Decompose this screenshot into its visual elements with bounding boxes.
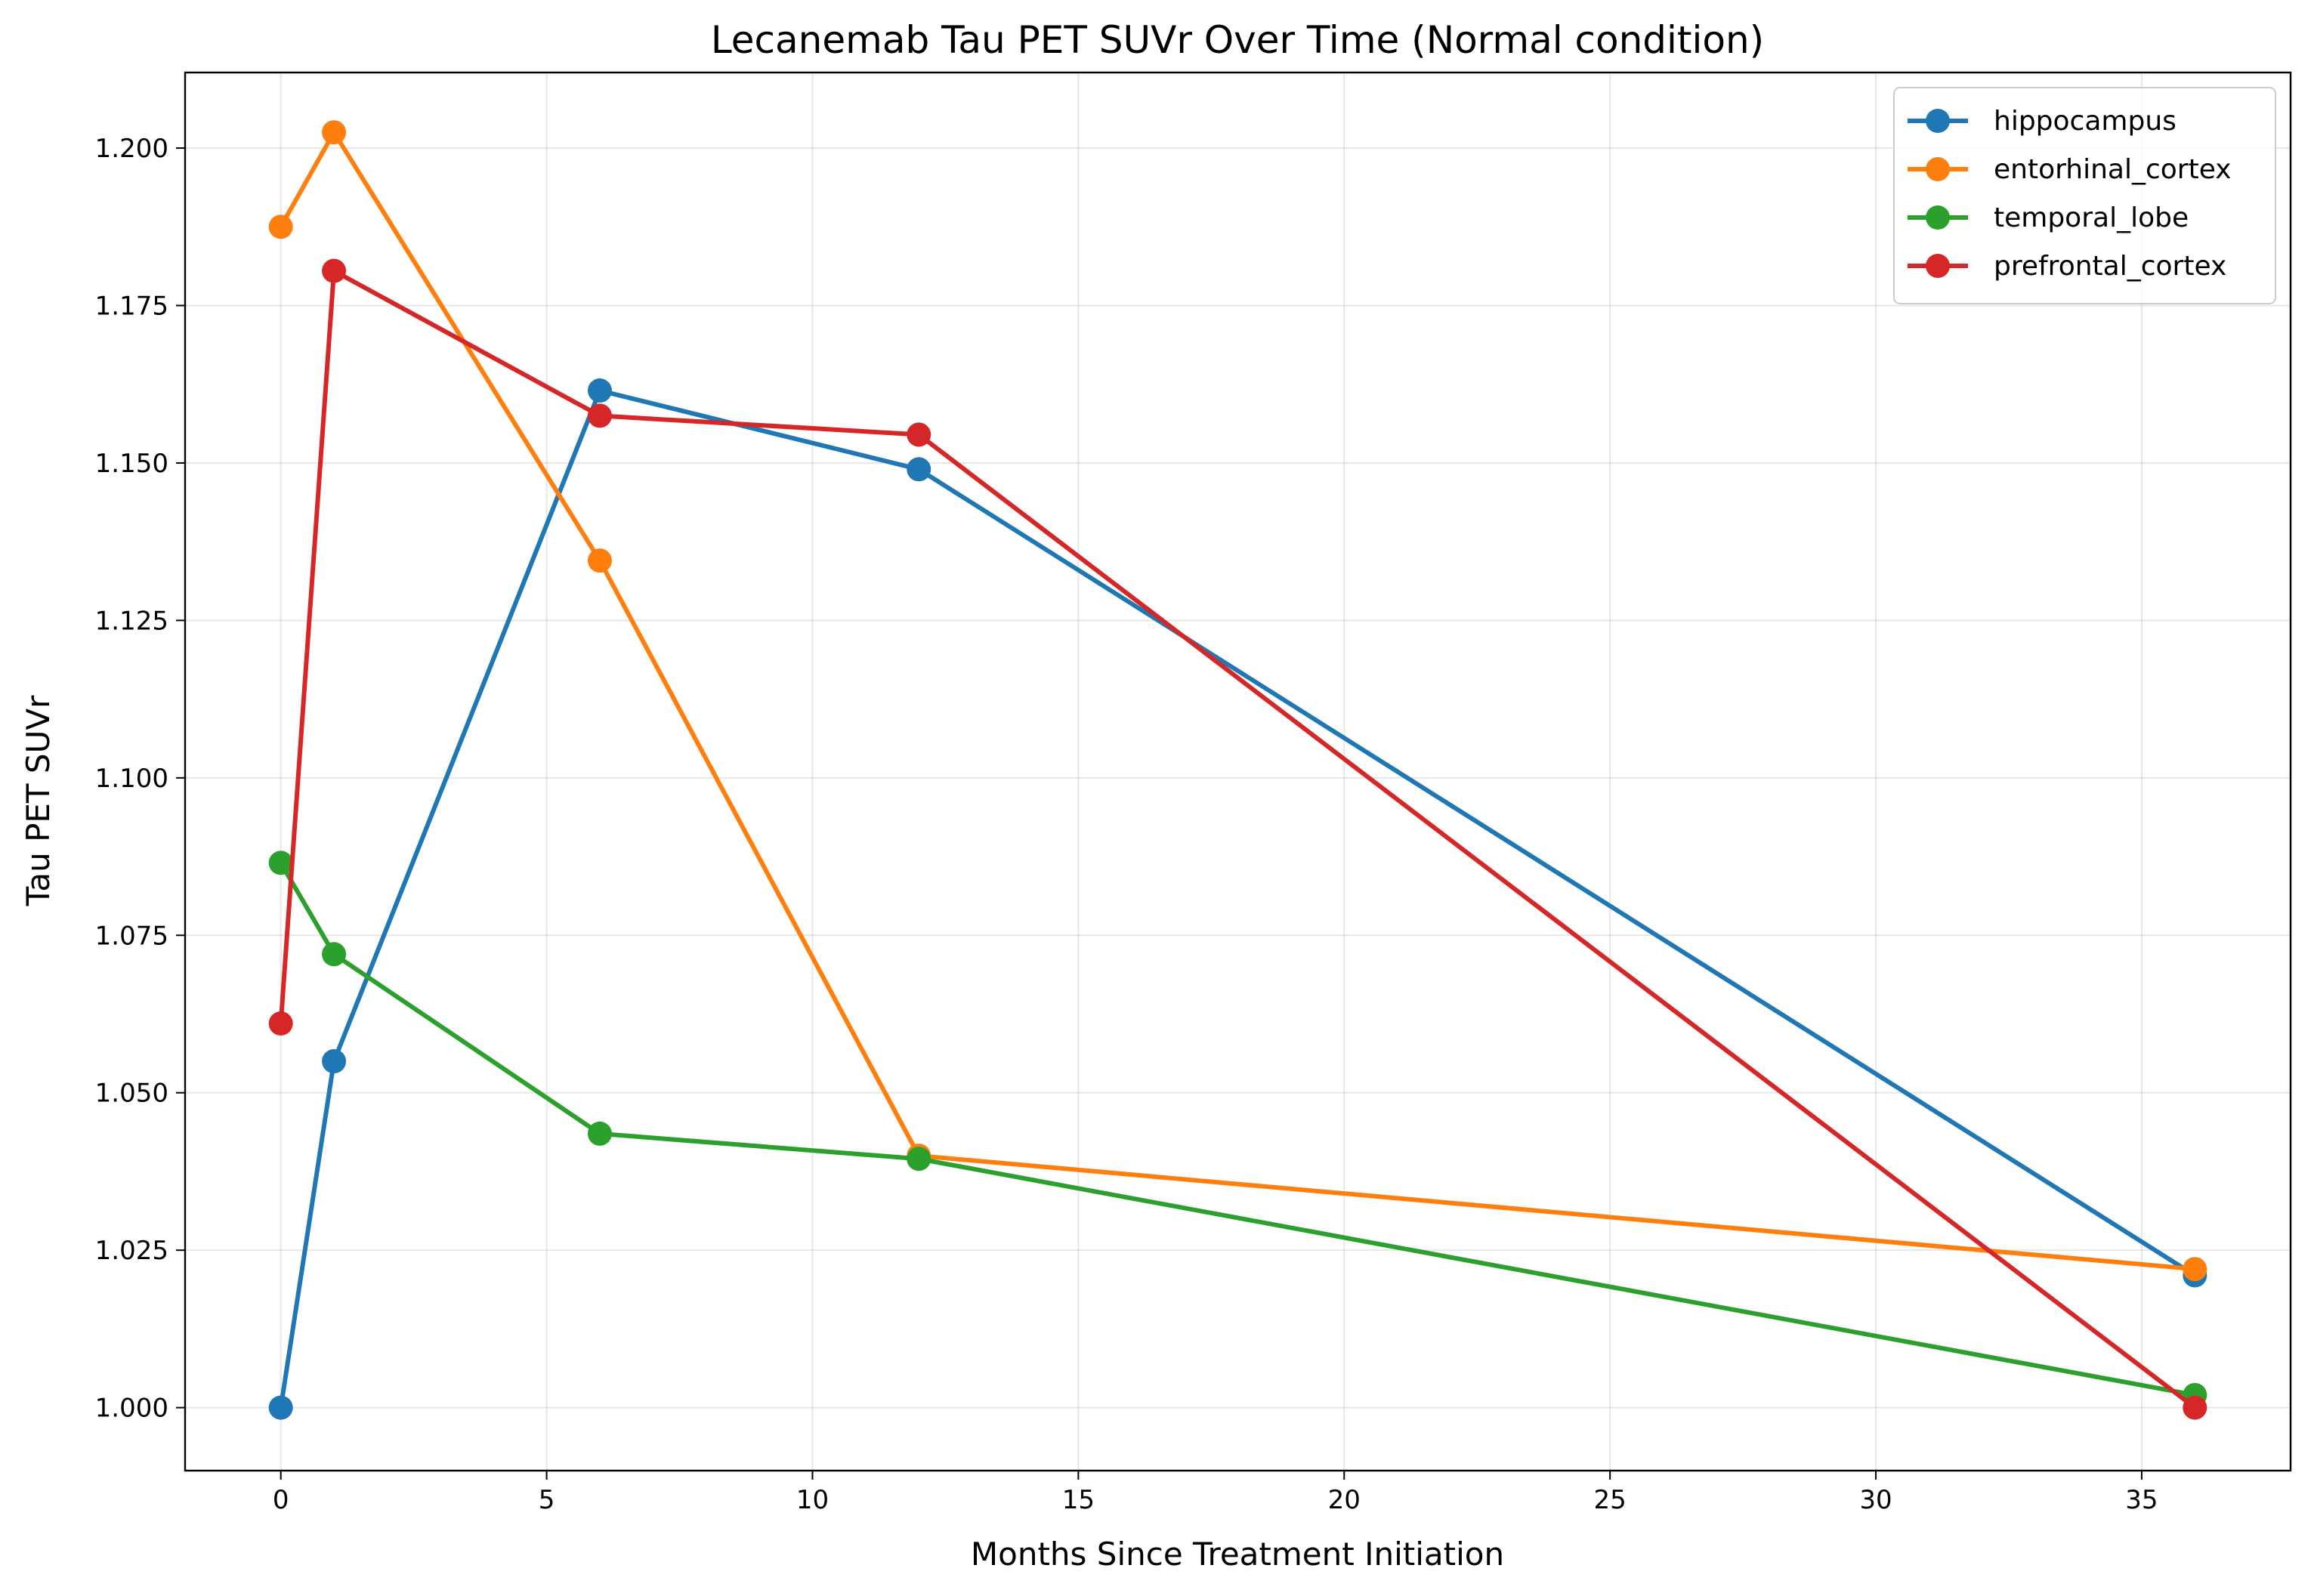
data-point-hippocampus <box>322 1049 347 1074</box>
data-point-entorhinal_cortex <box>587 548 612 573</box>
axes-frame <box>184 71 2292 1472</box>
legend-marker-entorhinal_cortex <box>1926 157 1950 181</box>
y-tick-label: 1.100 <box>95 764 168 794</box>
x-tick-label: 5 <box>539 1485 555 1515</box>
data-point-hippocampus <box>268 1395 293 1420</box>
chart-title: Lecanemab Tau PET SUVr Over Time (Normal… <box>711 18 1764 62</box>
legend-label-entorhinal_cortex: entorhinal_cortex <box>1994 154 2232 185</box>
data-point-prefrontal_cortex <box>322 258 347 283</box>
data-point-hippocampus <box>587 378 612 403</box>
data-point-temporal_lobe <box>587 1121 612 1146</box>
x-axis-label: Months Since Treatment Initiation <box>971 1536 1504 1573</box>
legend-marker-temporal_lobe <box>1926 205 1950 230</box>
legend-label-prefrontal_cortex: prefrontal_cortex <box>1994 251 2226 282</box>
x-tick-label: 10 <box>796 1485 829 1515</box>
y-tick-label: 1.175 <box>95 292 168 322</box>
plot-area: 0 5 10 15 20 25 30 35 1.000 1.025 1.050 1.075 1.100 1… <box>95 71 2292 1515</box>
data-point-prefrontal_cortex <box>268 1011 293 1036</box>
y-tick-label: 1.200 <box>95 134 168 164</box>
data-point-entorhinal_cortex <box>2183 1257 2207 1282</box>
x-tick-label: 25 <box>1594 1485 1627 1515</box>
y-tick-label: 1.025 <box>95 1236 168 1266</box>
legend-marker-prefrontal_cortex <box>1926 254 1950 278</box>
legend: hippocampus entorhinal_cortex temporal_lob… <box>1893 87 2276 304</box>
data-point-hippocampus <box>907 457 931 482</box>
x-tick-label: 35 <box>2125 1485 2158 1515</box>
x-tick-label: 0 <box>273 1485 289 1515</box>
data-point-temporal_lobe <box>268 850 293 875</box>
data-point-prefrontal_cortex <box>2183 1395 2207 1420</box>
y-tick-label: 1.050 <box>95 1079 168 1109</box>
data-point-entorhinal_cortex <box>322 120 347 145</box>
x-tick-label: 30 <box>1859 1485 1892 1515</box>
data-point-prefrontal_cortex <box>907 422 931 447</box>
x-tick-label: 15 <box>1062 1485 1095 1515</box>
data-point-entorhinal_cortex <box>268 215 293 239</box>
legend-label-temporal_lobe: temporal_lobe <box>1994 202 2189 233</box>
y-axis-label: Tau PET SUVr <box>20 695 57 906</box>
data-point-temporal_lobe <box>907 1147 931 1172</box>
y-tick-label: 1.000 <box>95 1394 168 1424</box>
x-tick-label: 20 <box>1328 1485 1361 1515</box>
data-point-temporal_lobe <box>322 942 347 967</box>
legend-marker-hippocampus <box>1926 109 1950 133</box>
y-tick-label: 1.150 <box>95 449 168 479</box>
y-tick-label: 1.125 <box>95 606 168 636</box>
legend-label-hippocampus: hippocampus <box>1994 106 2177 137</box>
legend-box <box>1893 87 2276 304</box>
y-tick-label: 1.075 <box>95 921 168 951</box>
data-point-prefrontal_cortex <box>587 403 612 428</box>
